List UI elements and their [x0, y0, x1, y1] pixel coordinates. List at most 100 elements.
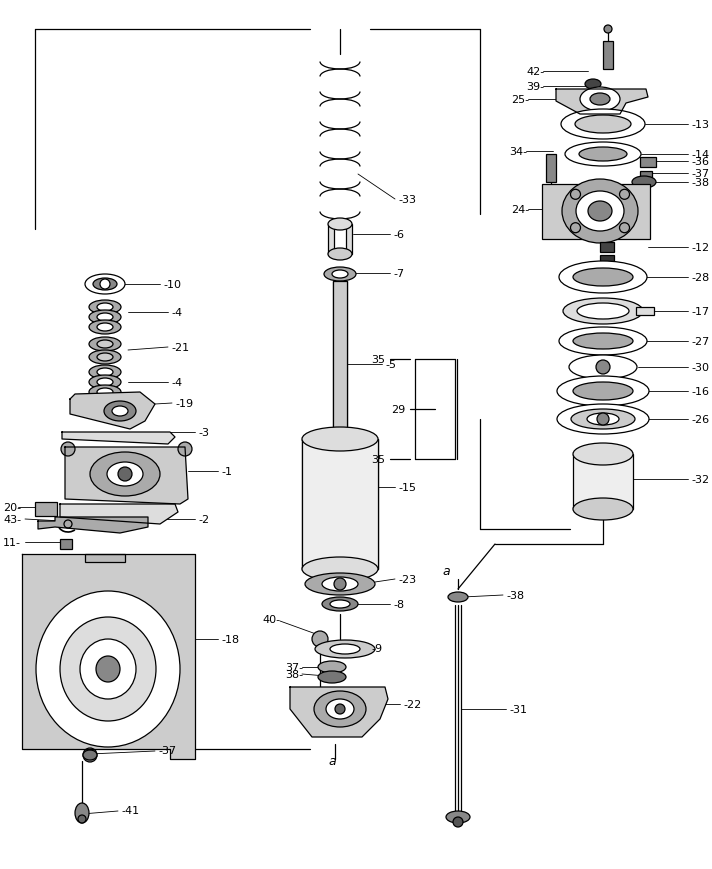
Ellipse shape: [324, 268, 356, 282]
Text: -7: -7: [393, 269, 404, 279]
Polygon shape: [38, 517, 148, 534]
Text: -2: -2: [198, 514, 209, 524]
Bar: [640, 158, 656, 168]
Polygon shape: [290, 687, 388, 737]
Ellipse shape: [36, 591, 180, 747]
Text: -17: -17: [691, 307, 709, 316]
Text: 29: 29: [391, 405, 405, 415]
Ellipse shape: [89, 321, 121, 335]
Circle shape: [61, 442, 75, 456]
Text: -8: -8: [393, 600, 404, 609]
Text: -14: -14: [691, 149, 709, 160]
Ellipse shape: [585, 80, 601, 90]
Text: 35: 35: [371, 454, 385, 464]
Text: 39-: 39-: [526, 82, 544, 92]
Text: -18: -18: [221, 634, 239, 644]
Text: -28: -28: [691, 273, 709, 282]
Ellipse shape: [107, 462, 143, 487]
Text: -6: -6: [393, 229, 404, 240]
Ellipse shape: [588, 202, 612, 222]
Bar: [328, 225, 352, 255]
Circle shape: [570, 190, 580, 200]
Ellipse shape: [89, 375, 121, 389]
Ellipse shape: [75, 803, 89, 823]
Ellipse shape: [328, 219, 352, 231]
Circle shape: [596, 361, 610, 375]
Text: 38-: 38-: [285, 669, 303, 680]
Bar: [573, 454, 633, 509]
Ellipse shape: [314, 691, 366, 727]
Ellipse shape: [97, 323, 113, 332]
Ellipse shape: [330, 644, 360, 654]
Ellipse shape: [573, 334, 633, 349]
Ellipse shape: [83, 750, 97, 760]
Bar: [600, 242, 614, 253]
Text: 43-: 43-: [3, 514, 21, 524]
Bar: [333, 282, 347, 434]
Ellipse shape: [330, 600, 350, 608]
Circle shape: [597, 414, 609, 426]
Ellipse shape: [318, 661, 346, 673]
Ellipse shape: [557, 376, 649, 407]
Ellipse shape: [565, 143, 641, 167]
Ellipse shape: [573, 499, 633, 521]
Ellipse shape: [97, 341, 113, 348]
Ellipse shape: [332, 270, 348, 279]
Ellipse shape: [302, 428, 378, 452]
Ellipse shape: [305, 574, 375, 595]
Ellipse shape: [302, 557, 378, 581]
Text: -16: -16: [691, 387, 709, 396]
Ellipse shape: [577, 303, 629, 320]
Text: -4: -4: [171, 308, 182, 318]
Circle shape: [570, 223, 580, 234]
Text: -23: -23: [398, 574, 416, 584]
Ellipse shape: [80, 640, 136, 700]
Ellipse shape: [557, 405, 649, 434]
Ellipse shape: [579, 148, 627, 162]
Text: -15: -15: [398, 482, 416, 493]
Ellipse shape: [96, 656, 120, 682]
Text: 11-: 11-: [3, 537, 21, 547]
Circle shape: [335, 704, 345, 714]
Text: -32: -32: [691, 474, 709, 484]
Text: -3: -3: [198, 428, 209, 437]
Ellipse shape: [573, 382, 633, 401]
Ellipse shape: [97, 379, 113, 387]
Circle shape: [83, 748, 97, 762]
Ellipse shape: [569, 355, 637, 380]
Bar: [35, 502, 57, 516]
Circle shape: [453, 817, 463, 827]
Circle shape: [64, 521, 72, 528]
Ellipse shape: [563, 299, 643, 325]
Circle shape: [178, 442, 192, 456]
Polygon shape: [22, 554, 195, 760]
Ellipse shape: [575, 116, 631, 134]
Ellipse shape: [112, 407, 128, 416]
Text: -33: -33: [398, 195, 416, 205]
Ellipse shape: [97, 303, 113, 312]
Polygon shape: [62, 433, 175, 444]
Bar: [334, 225, 346, 255]
Ellipse shape: [89, 350, 121, 365]
Ellipse shape: [576, 192, 624, 232]
Ellipse shape: [559, 328, 647, 355]
Ellipse shape: [85, 275, 125, 295]
Text: 42-: 42-: [526, 67, 544, 77]
Text: -27: -27: [691, 336, 709, 347]
Ellipse shape: [97, 368, 113, 376]
Ellipse shape: [318, 671, 346, 683]
Ellipse shape: [97, 314, 113, 322]
Circle shape: [334, 579, 346, 590]
Text: 37-: 37-: [285, 662, 303, 673]
Bar: [636, 308, 654, 315]
Ellipse shape: [573, 269, 633, 287]
Ellipse shape: [562, 180, 638, 243]
Text: 40-: 40-: [262, 614, 280, 624]
Circle shape: [604, 26, 612, 34]
Ellipse shape: [89, 386, 121, 400]
Bar: [85, 554, 125, 562]
Text: -38: -38: [506, 590, 524, 600]
Circle shape: [118, 468, 132, 481]
Bar: [600, 255, 614, 263]
Text: -26: -26: [691, 415, 709, 425]
